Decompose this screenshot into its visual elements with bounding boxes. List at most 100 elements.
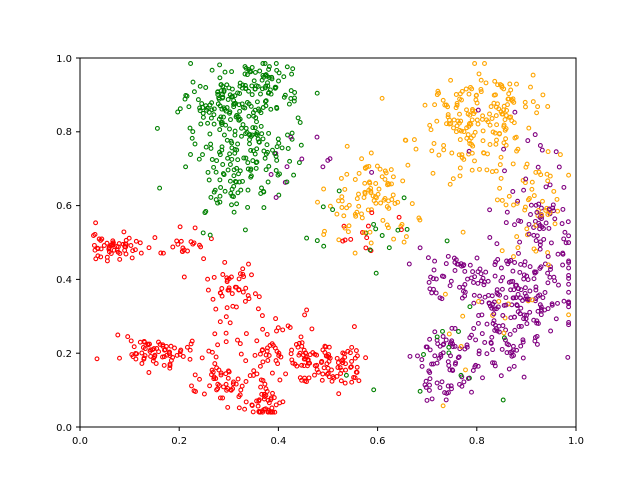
- scatter-point: [494, 287, 500, 293]
- scatter-point: [352, 211, 358, 217]
- scatter-point: [245, 187, 251, 193]
- scatter-point: [481, 150, 487, 156]
- scatter-point: [242, 64, 248, 70]
- scatter-point: [428, 127, 434, 133]
- scatter-point: [476, 351, 482, 357]
- scatter-point: [515, 198, 521, 204]
- scatter-point: [523, 176, 529, 182]
- scatter-point: [351, 374, 357, 380]
- scatter-point: [219, 144, 225, 150]
- scatter-point: [356, 191, 361, 197]
- scatter-point: [221, 172, 227, 178]
- scatter-point: [232, 128, 238, 134]
- scatter-point: [545, 270, 551, 276]
- scatter-point: [256, 397, 262, 403]
- scatter-point: [566, 273, 572, 278]
- scatter-point: [497, 162, 503, 168]
- scatter-point: [494, 197, 500, 203]
- scatter-point: [203, 85, 209, 90]
- scatter-point: [481, 282, 487, 288]
- scatter-point: [540, 295, 546, 301]
- scatter-point: [289, 71, 295, 77]
- scatter-point: [236, 102, 242, 108]
- scatter-point: [260, 359, 266, 365]
- scatter-point: [500, 397, 506, 403]
- scatter-point: [475, 269, 481, 275]
- scatter-point: [471, 326, 477, 331]
- scatter-point: [188, 152, 193, 157]
- scatter-point: [528, 84, 533, 90]
- scatter-point: [464, 342, 470, 348]
- scatter-point: [379, 174, 385, 180]
- scatter-point: [187, 125, 193, 131]
- scatter-point: [512, 314, 517, 320]
- scatter-point: [518, 343, 524, 349]
- scatter-point: [356, 203, 362, 209]
- scatter-point: [353, 213, 359, 219]
- scatter-point: [268, 397, 274, 403]
- scatter-point: [454, 123, 460, 129]
- scatter-point: [506, 96, 512, 102]
- scatter-point: [229, 156, 235, 162]
- scatter-point: [538, 264, 544, 270]
- scatter-point: [232, 179, 238, 184]
- scatter-point: [217, 319, 223, 325]
- scatter-point: [506, 91, 512, 97]
- scatter-point: [197, 376, 202, 382]
- scatter-point: [527, 288, 533, 294]
- scatter-point: [234, 112, 240, 118]
- scatter-point: [566, 233, 572, 239]
- scatter-point: [273, 168, 279, 173]
- scatter-point: [254, 371, 260, 377]
- scatter-point: [450, 176, 456, 182]
- scatter-point: [524, 296, 530, 302]
- scatter-point: [221, 87, 227, 93]
- scatter-point: [249, 65, 255, 70]
- scatter-point: [292, 361, 298, 367]
- scatter-point: [401, 195, 407, 201]
- scatter-point: [469, 167, 475, 173]
- scatter-point: [525, 277, 531, 283]
- scatter-point: [450, 368, 456, 373]
- scatter-point: [402, 137, 408, 143]
- scatter-point: [258, 91, 263, 97]
- scatter-point: [193, 389, 198, 394]
- scatter-point: [469, 389, 474, 395]
- scatter-point: [434, 380, 440, 386]
- scatter-point: [93, 220, 99, 226]
- scatter-point: [282, 92, 288, 98]
- scatter-point: [292, 95, 297, 101]
- scatter-point: [546, 225, 552, 231]
- scatter-point: [203, 144, 209, 150]
- scatter-point: [223, 122, 229, 128]
- scatter-point: [467, 304, 473, 310]
- scatter-point: [449, 386, 454, 392]
- scatter-point: [566, 301, 572, 306]
- scatter-point: [513, 134, 519, 140]
- scatter-point: [482, 340, 488, 345]
- scatter-point: [212, 187, 218, 193]
- scatter-point: [237, 392, 243, 398]
- scatter-point: [566, 265, 572, 271]
- scatter-point: [406, 261, 412, 267]
- scatter-point: [363, 245, 369, 251]
- scatter-point: [138, 250, 144, 256]
- scatter-point: [484, 117, 489, 123]
- scatter-point: [492, 363, 498, 369]
- scatter-point: [133, 351, 139, 356]
- scatter-point: [209, 349, 215, 355]
- scatter-point: [440, 334, 446, 339]
- scatter-point: [342, 380, 348, 386]
- scatter-point: [277, 377, 283, 383]
- scatter-point: [497, 82, 503, 88]
- scatter-point: [298, 334, 304, 340]
- scatter-point: [133, 356, 139, 362]
- scatter-point: [379, 95, 385, 101]
- scatter-point: [498, 278, 504, 284]
- scatter-point: [488, 340, 494, 345]
- scatter-point: [432, 353, 438, 359]
- y-tick-label: 0.8: [56, 127, 72, 138]
- scatter-point: [327, 203, 333, 209]
- scatter-point: [539, 212, 545, 218]
- scatter-point: [248, 174, 254, 180]
